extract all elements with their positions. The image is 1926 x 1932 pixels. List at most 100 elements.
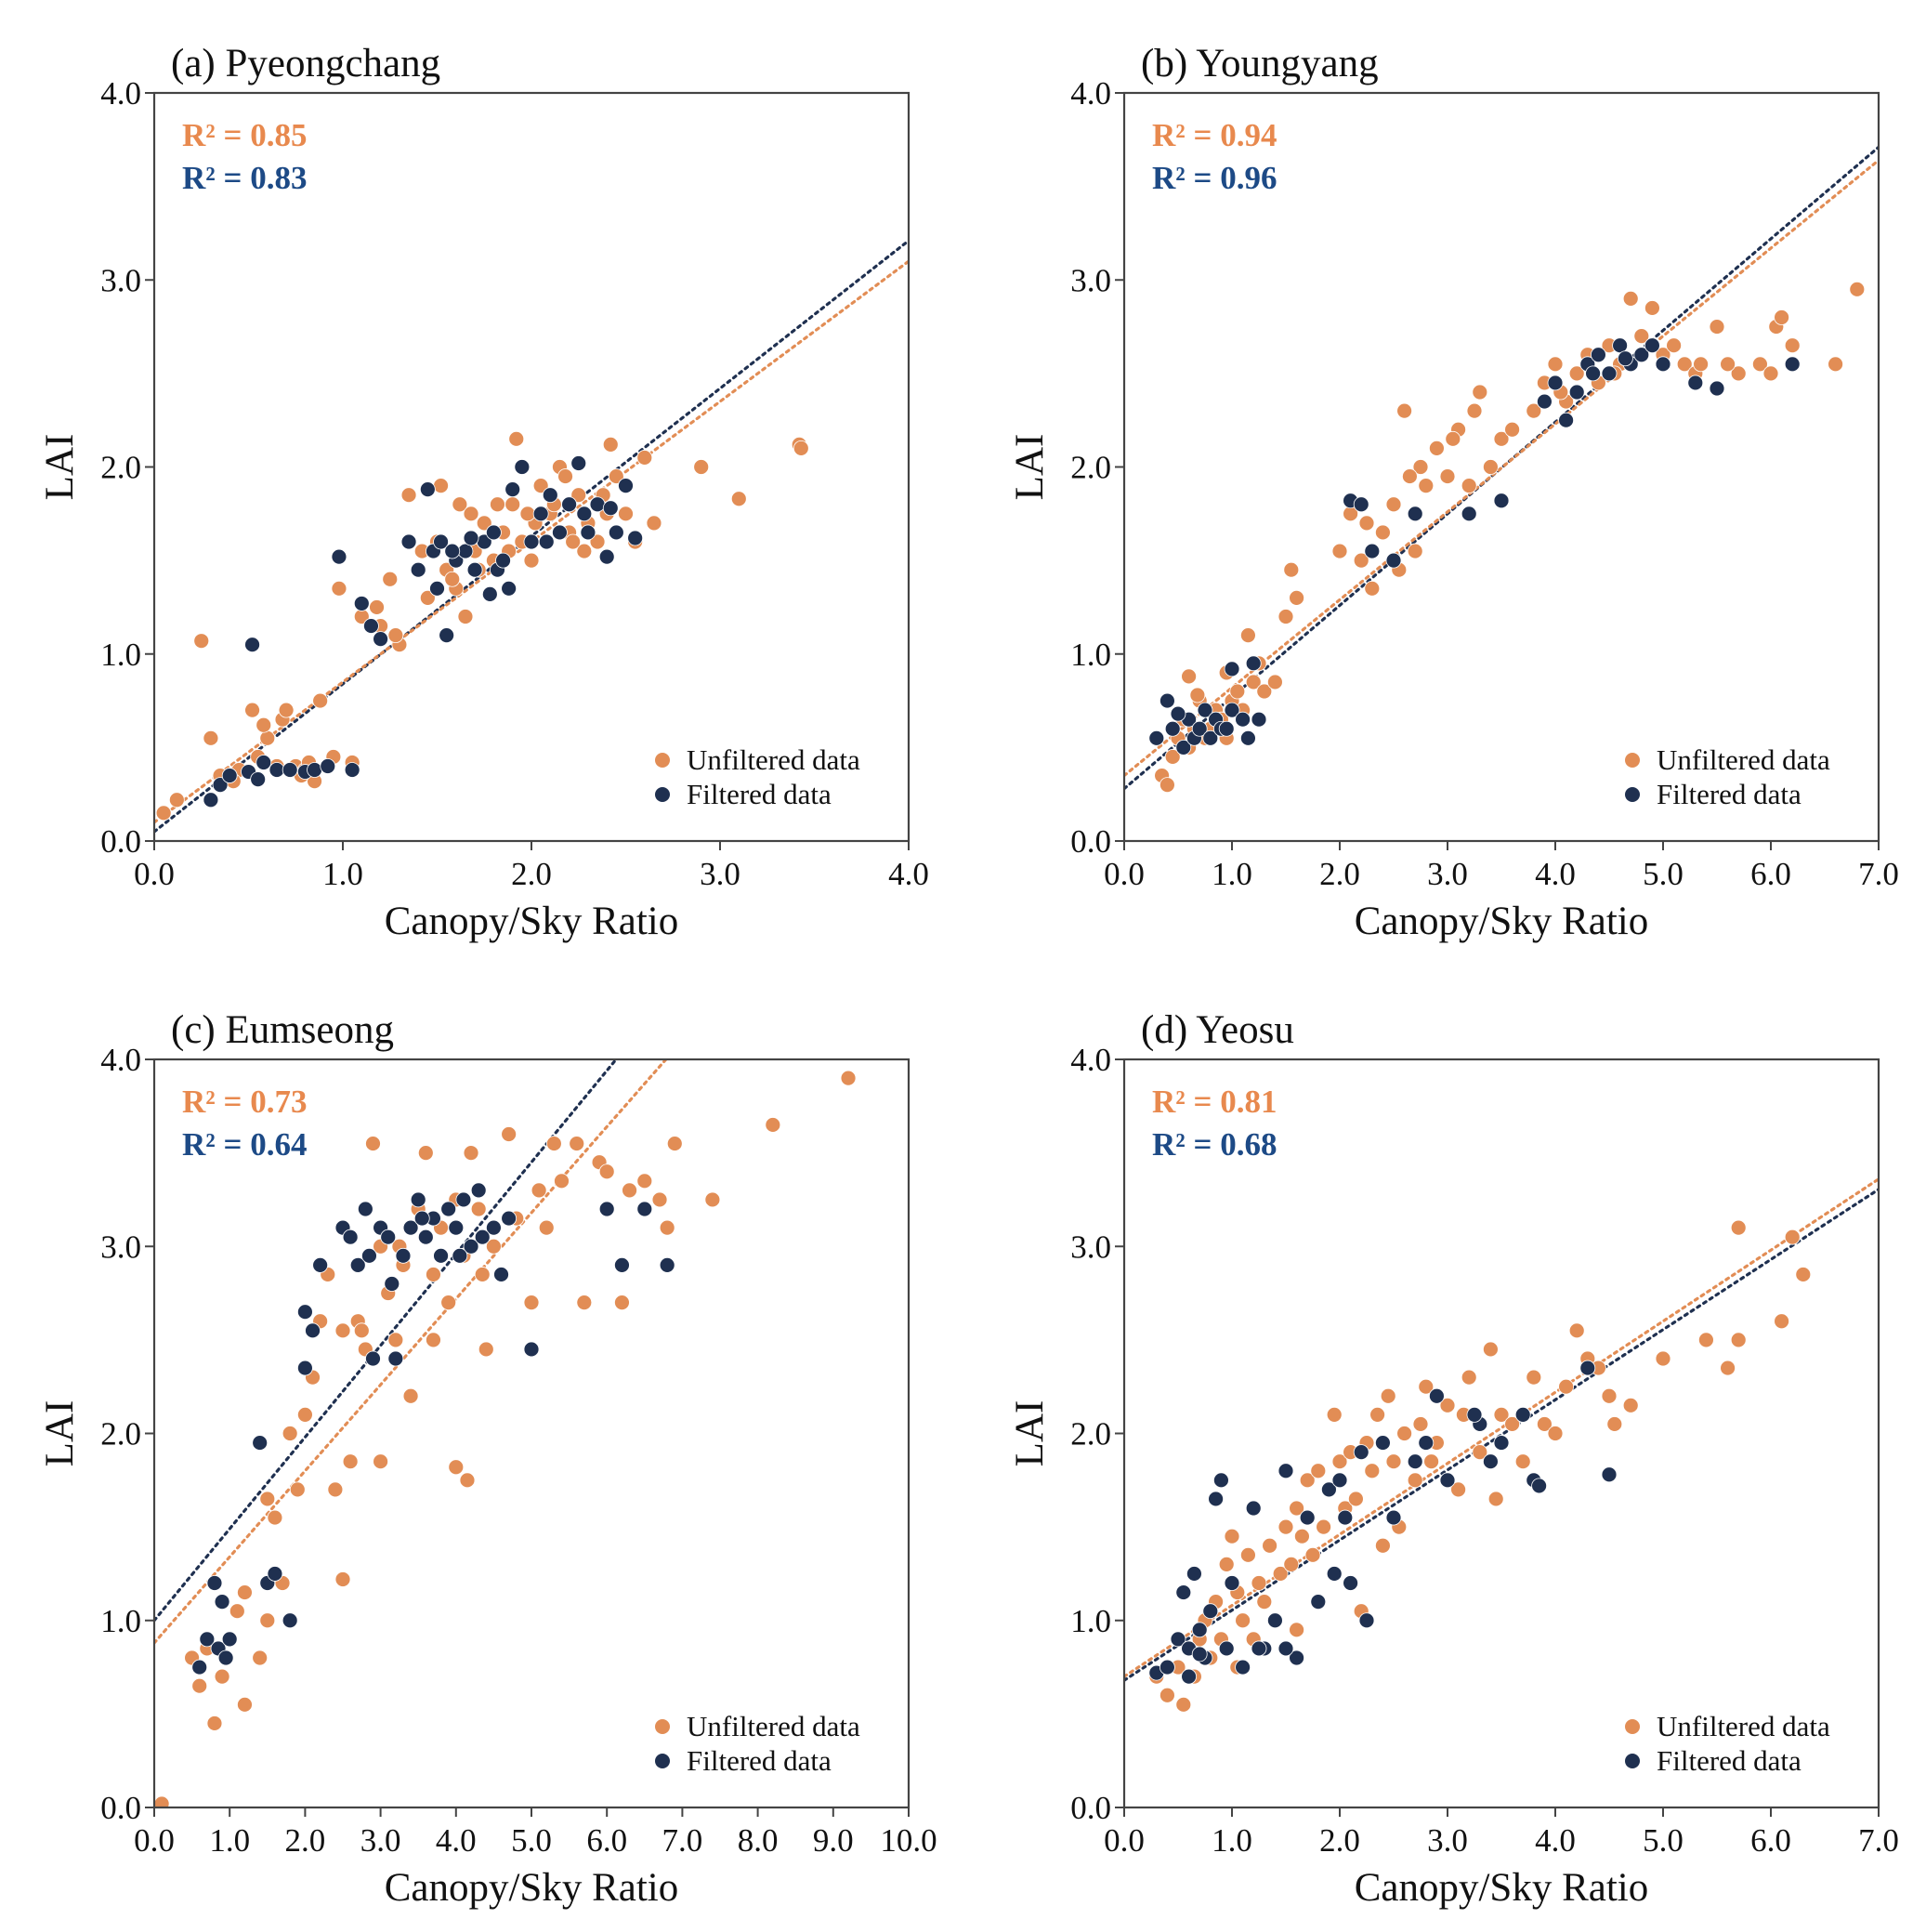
filtered-point [1612, 337, 1628, 354]
unfiltered-point [244, 702, 260, 718]
legend-label-unfiltered: Unfiltered data [1657, 1710, 1830, 1742]
filtered-point [296, 1304, 313, 1321]
filtered-point [470, 1182, 487, 1199]
filtered-point [305, 1322, 321, 1339]
unfiltered-point [1267, 674, 1283, 690]
filtered-point [1277, 1463, 1294, 1479]
filtered-point [1191, 1622, 1208, 1638]
filtered-point [1170, 1631, 1186, 1648]
unfiltered-point [448, 1459, 465, 1476]
x-tick-label: 0.0 [1104, 856, 1145, 892]
filtered-point [1245, 1500, 1262, 1517]
unfiltered-point [1601, 1387, 1618, 1404]
unfiltered-point [840, 1070, 857, 1086]
unfiltered-point [1418, 1378, 1435, 1395]
filtered-point [221, 1631, 238, 1648]
legend-label-filtered: Filtered data [687, 1744, 832, 1777]
filtered-point [402, 1219, 419, 1236]
unfiltered-point [1439, 468, 1456, 484]
unfiltered-point [155, 805, 172, 821]
x-tick-label: 9.0 [813, 1822, 854, 1859]
filtered-point [1601, 365, 1618, 382]
unfiltered-point [1504, 421, 1520, 438]
unfiltered-point [1514, 1453, 1531, 1470]
unfiltered-point [1412, 459, 1429, 475]
filtered-point [1267, 1612, 1283, 1629]
unfiltered-point [440, 1295, 457, 1311]
unfiltered-point [1730, 1332, 1747, 1348]
unfiltered-point [622, 1182, 637, 1199]
unfiltered-point [1445, 430, 1461, 447]
filtered-point [1277, 1640, 1294, 1657]
filtered-point [1407, 506, 1423, 522]
filtered-point [618, 478, 634, 494]
filtered-point [365, 1350, 381, 1367]
unfiltered-point [1472, 384, 1488, 401]
unfiltered-point [1461, 1369, 1477, 1386]
filtered-point [373, 631, 389, 648]
unfiltered-point [1375, 1537, 1391, 1554]
filtered-point [267, 1566, 283, 1582]
filtered-point [602, 500, 619, 517]
r2-unfiltered-label: R² = 0.81 [1152, 1084, 1277, 1120]
unfiltered-point [1784, 1229, 1801, 1245]
unfiltered-point [501, 1126, 518, 1142]
filtered-point [481, 585, 498, 602]
unfiltered-point [1423, 1453, 1439, 1470]
unfiltered-point [457, 609, 474, 624]
r2-unfiltered-label: R² = 0.73 [182, 1084, 307, 1120]
x-tick-label: 5.0 [1643, 856, 1684, 892]
unfiltered-point [433, 478, 449, 494]
filtered-point [1439, 1472, 1456, 1489]
filtered-point [1547, 375, 1564, 391]
unfiltered-point [476, 515, 492, 532]
unfiltered-point [312, 692, 329, 709]
unfiltered-point [651, 1191, 668, 1208]
unfiltered-point [602, 436, 619, 453]
y-tick-label: 3.0 [100, 262, 141, 298]
filtered-point [1245, 655, 1262, 672]
unfiltered-point [426, 1267, 441, 1282]
legend-label-filtered: Filtered data [1657, 1744, 1802, 1777]
filtered-point [463, 530, 479, 546]
unfiltered-point [1189, 687, 1206, 703]
unfiltered-point [504, 496, 521, 513]
filtered-point [504, 481, 521, 498]
y-tick-label: 0.0 [100, 1790, 141, 1826]
unfiltered-point [1160, 777, 1175, 794]
unfiltered-point [459, 1472, 476, 1489]
x-tick-label: 1.0 [322, 856, 363, 892]
filtered-point [384, 1276, 400, 1292]
unfiltered-point [1160, 1687, 1175, 1703]
unfiltered-point [1828, 356, 1843, 373]
r2-unfiltered-label: R² = 0.85 [182, 117, 307, 153]
unfiltered-point [659, 1219, 675, 1236]
unfiltered-point [1262, 1537, 1277, 1554]
unfiltered-point [229, 1603, 245, 1620]
filtered-point [1343, 1575, 1358, 1591]
unfiltered-point [382, 571, 399, 587]
filtered-point [363, 618, 379, 634]
unfiltered-point [532, 478, 549, 494]
unfiltered-point [636, 450, 653, 466]
filtered-point [1568, 384, 1585, 401]
unfiltered-point [1568, 365, 1585, 382]
chart-panel-1: 0.0 1.0 2.0 3.0 4.0 5.0 6.0 7.0 0.0 1.0 2.0 3.0 4.0 C… [1008, 42, 1899, 943]
filtered-point [1224, 702, 1240, 718]
unfiltered-point [296, 1406, 313, 1423]
filtered-point [282, 762, 298, 778]
unfiltered-point [1487, 1491, 1504, 1507]
unfiltered-point [426, 1332, 441, 1348]
unfiltered-point [282, 1426, 298, 1441]
x-tick-label: 2.0 [1319, 856, 1360, 892]
filtered-point [452, 1247, 468, 1264]
unfiltered-point [704, 1191, 721, 1208]
filtered-point [203, 792, 219, 808]
unfiltered-point [1483, 459, 1499, 475]
filtered-point [410, 1191, 426, 1208]
unfiltered-point [1644, 300, 1660, 316]
panel-title: (c) Eumseong [171, 1008, 394, 1052]
filtered-point [342, 1229, 359, 1245]
unfiltered-point [1240, 1546, 1256, 1563]
filtered-point [1364, 543, 1381, 559]
